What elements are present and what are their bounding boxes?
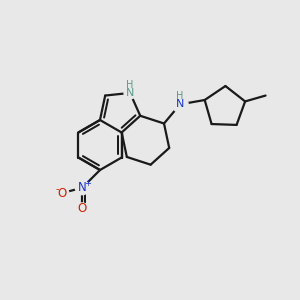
Text: O: O <box>78 202 87 215</box>
Circle shape <box>124 87 136 99</box>
Text: N: N <box>78 181 87 194</box>
Text: +: + <box>84 179 91 188</box>
Text: N: N <box>176 99 184 109</box>
Circle shape <box>55 186 69 200</box>
Circle shape <box>172 96 188 112</box>
Text: -: - <box>55 184 58 194</box>
Circle shape <box>75 181 89 195</box>
Text: H: H <box>126 80 134 90</box>
Text: O: O <box>57 187 66 200</box>
Circle shape <box>76 203 88 215</box>
Text: H: H <box>176 91 184 101</box>
Text: N: N <box>126 88 134 98</box>
